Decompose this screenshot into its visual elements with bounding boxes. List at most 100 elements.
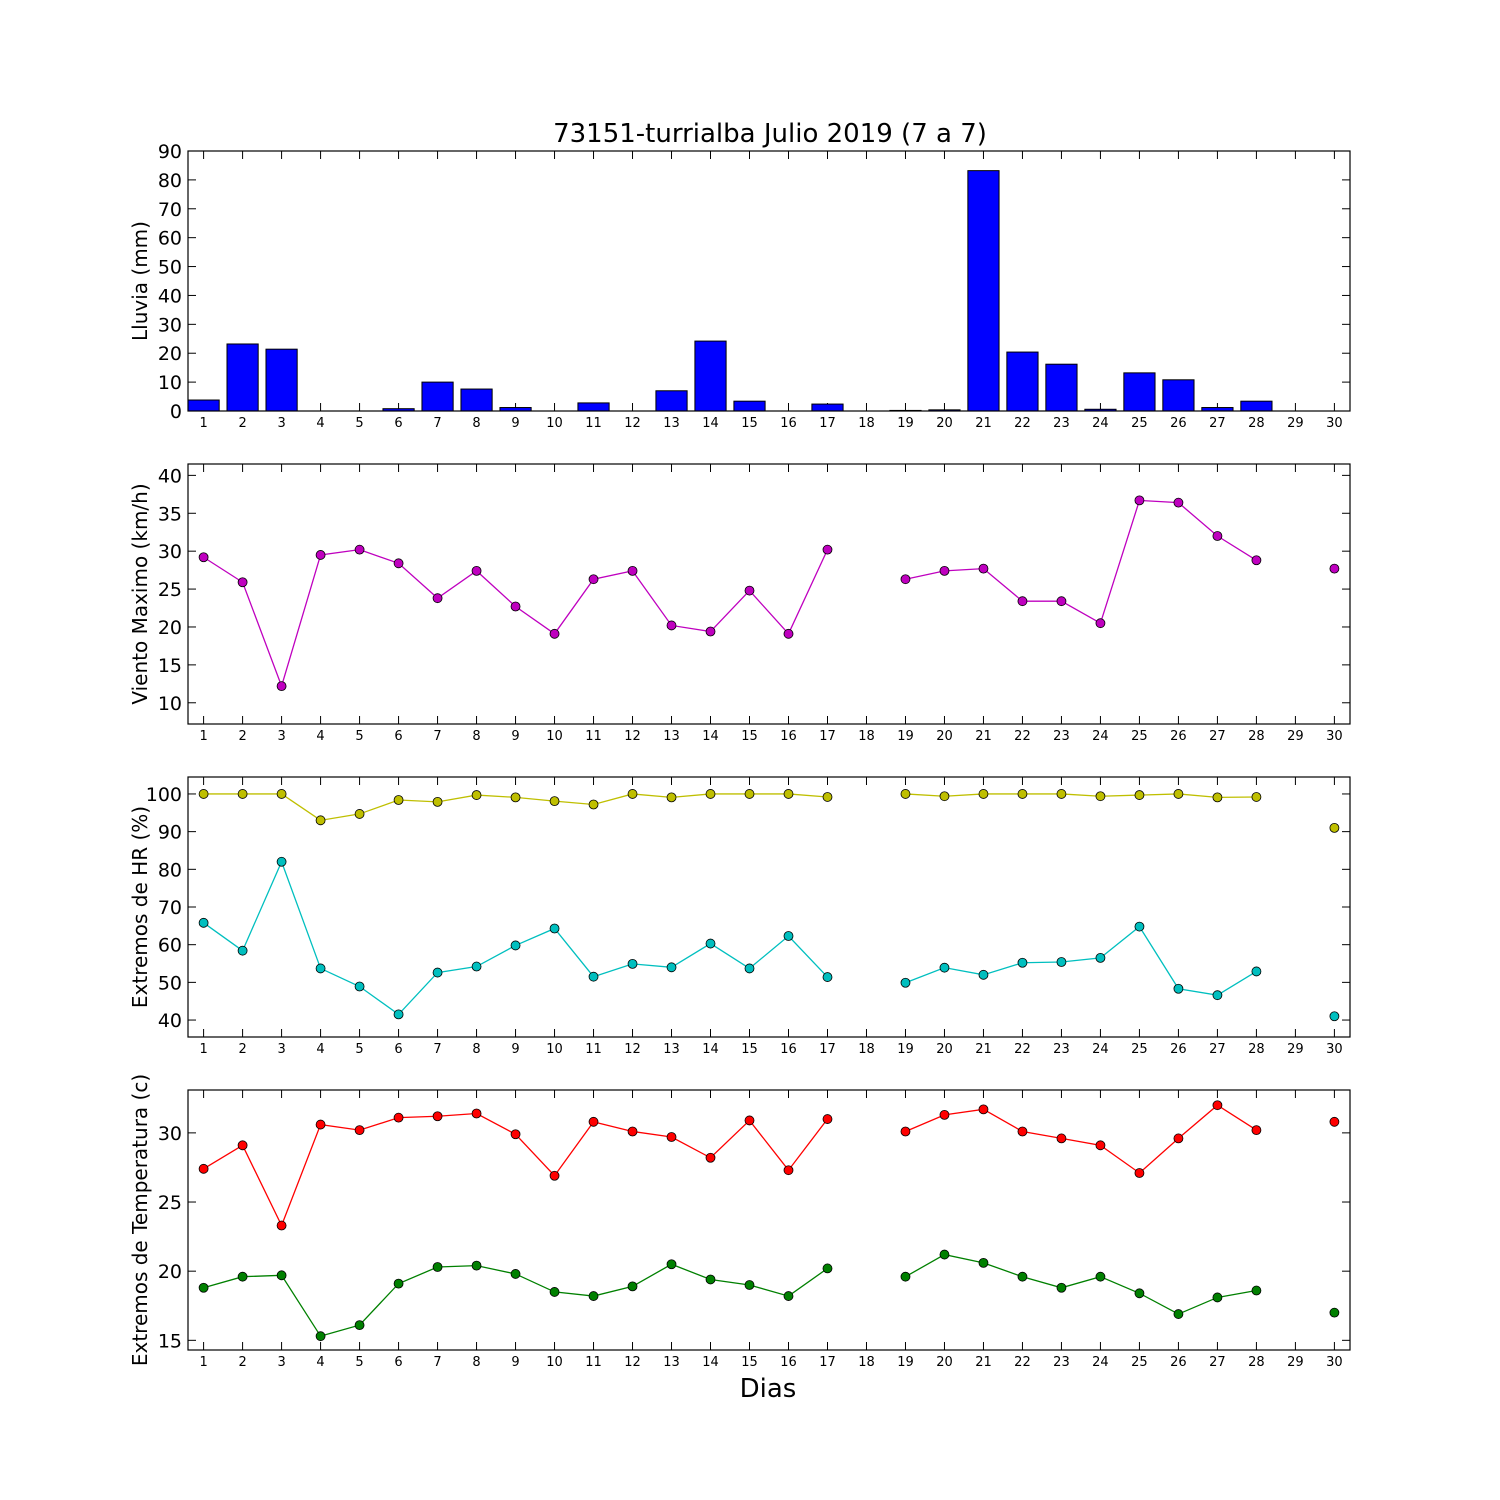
- x-tick-label: 16: [780, 729, 797, 744]
- x-tick-label: 20: [936, 1355, 953, 1370]
- data-point: [627, 1281, 638, 1292]
- bar: [460, 388, 493, 412]
- data-point: [510, 601, 521, 612]
- x-tick-label: 11: [585, 416, 602, 431]
- y-axis-label: Lluvia (mm): [128, 221, 152, 341]
- data-point: [939, 1249, 950, 1260]
- data-point: [783, 628, 794, 639]
- data-point: [783, 1165, 794, 1176]
- x-tick-label: 19: [897, 729, 914, 744]
- x-tick-label: 22: [1014, 1042, 1031, 1057]
- data-point: [705, 789, 716, 799]
- x-tick-label: 7: [433, 1355, 441, 1370]
- plot-frame: [187, 150, 1351, 412]
- x-tick-label: 3: [277, 729, 285, 744]
- x-tick-label: 6: [394, 1042, 402, 1057]
- data-point: [588, 574, 599, 585]
- x-tick-label: 21: [975, 1042, 992, 1057]
- data-point: [1251, 792, 1262, 802]
- data-point: [1095, 791, 1106, 802]
- x-tick-label: 13: [663, 1355, 680, 1370]
- x-tick-label: 27: [1209, 1042, 1226, 1057]
- y-tick-label: 20: [158, 343, 182, 365]
- x-tick-label: 26: [1170, 1355, 1187, 1370]
- series-line: [905, 793, 1257, 798]
- y-tick-label: 90: [158, 141, 182, 163]
- x-tick-label: 25: [1131, 1355, 1148, 1370]
- x-tick-label: 15: [741, 1042, 758, 1057]
- x-tick-label: 9: [511, 416, 519, 431]
- x-tick-label: 30: [1326, 416, 1343, 431]
- data-point: [1017, 596, 1028, 607]
- bar: [265, 348, 298, 412]
- data-point: [978, 789, 989, 799]
- bar: [655, 390, 688, 412]
- x-tick-label: 2: [238, 416, 246, 431]
- data-point: [900, 574, 911, 585]
- data-point: [354, 981, 365, 992]
- data-point: [432, 1262, 443, 1272]
- data-point: [315, 550, 326, 560]
- data-point: [900, 1126, 911, 1137]
- data-point: [822, 972, 833, 982]
- x-tick-label: 12: [624, 416, 641, 431]
- data-point: [510, 792, 521, 803]
- x-tick-label: 24: [1092, 416, 1109, 431]
- x-tick-label: 14: [702, 1042, 719, 1057]
- x-tick-label: 25: [1131, 416, 1148, 431]
- x-tick-label: 22: [1014, 729, 1031, 744]
- y-tick-label: 10: [158, 372, 182, 394]
- data-point: [1056, 789, 1067, 799]
- bar: [1045, 363, 1078, 412]
- x-tick-label: 5: [355, 416, 363, 431]
- x-tick-label: 5: [355, 1042, 363, 1057]
- x-tick-label: 6: [394, 729, 402, 744]
- x-tick-label: 7: [433, 1042, 441, 1057]
- bar: [967, 170, 1000, 412]
- data-point: [471, 961, 482, 972]
- x-axis-label: Dias: [740, 1374, 797, 1404]
- data-point: [1134, 1288, 1145, 1299]
- data-point: [315, 1331, 326, 1342]
- x-tick-label: 6: [394, 416, 402, 431]
- x-tick-label: 14: [702, 416, 719, 431]
- data-point: [1173, 983, 1184, 994]
- data-point: [822, 1114, 833, 1124]
- data-point: [276, 681, 287, 691]
- data-point: [393, 1112, 404, 1123]
- x-tick-label: 7: [433, 416, 441, 431]
- y-tick-label: 15: [158, 655, 182, 677]
- bar: [1240, 400, 1273, 412]
- data-point: [237, 789, 248, 799]
- x-tick-label: 24: [1092, 729, 1109, 744]
- data-point: [1017, 957, 1028, 968]
- x-tick-label: 11: [585, 1042, 602, 1057]
- data-point: [315, 815, 326, 826]
- data-point: [198, 1163, 209, 1174]
- x-tick-label: 12: [624, 729, 641, 744]
- data-point: [1212, 792, 1223, 803]
- y-tick-label: 100: [146, 784, 182, 806]
- x-tick-label: 23: [1053, 416, 1070, 431]
- data-point: [627, 789, 638, 799]
- data-point: [744, 1115, 755, 1126]
- x-tick-label: 29: [1287, 416, 1304, 431]
- data-point: [198, 917, 209, 928]
- y-tick-label: 40: [158, 1010, 182, 1032]
- data-point: [1212, 1100, 1223, 1111]
- data-point: [432, 796, 443, 807]
- data-point: [1056, 1133, 1067, 1144]
- plot-frame: [187, 463, 1351, 725]
- data-point: [198, 789, 209, 799]
- x-tick-label: 18: [858, 1355, 875, 1370]
- data-point: [666, 1132, 677, 1142]
- x-tick-label: 23: [1053, 1042, 1070, 1057]
- x-tick-label: 17: [819, 729, 836, 744]
- x-tick-label: 14: [702, 1355, 719, 1370]
- data-point: [822, 544, 833, 555]
- data-point: [393, 795, 404, 805]
